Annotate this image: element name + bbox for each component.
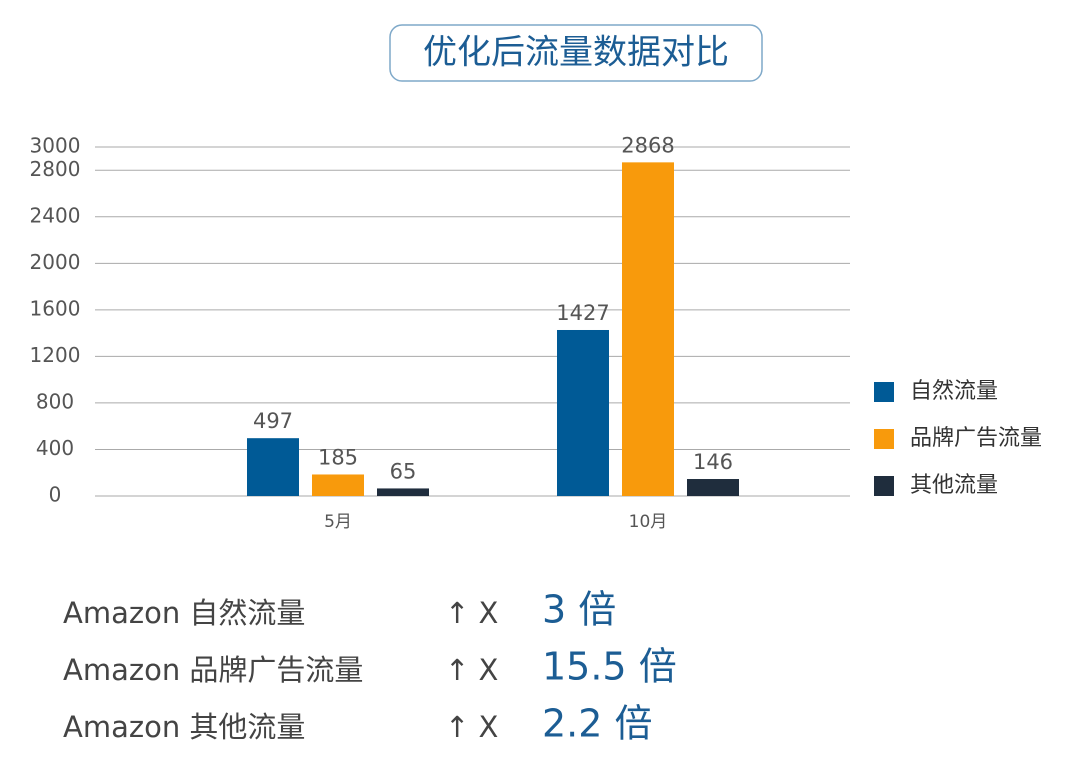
data-label: 65	[390, 459, 417, 483]
data-label: 1427	[556, 301, 609, 325]
y-tick-label: 2000	[30, 250, 81, 274]
summary-multiplier: 2.2 倍	[542, 702, 653, 746]
legend-swatch	[874, 476, 894, 496]
bar	[687, 479, 739, 496]
legend-swatch	[874, 429, 894, 449]
data-label: 146	[693, 450, 733, 474]
title-box	[389, 24, 763, 82]
y-tick-label: 0	[49, 483, 62, 507]
y-tick-label: 1200	[30, 343, 81, 367]
chart-title: 优化后流量数据对比	[423, 33, 729, 73]
x-tick-label: 5月	[324, 512, 352, 532]
summary-symbol: ↑ X	[445, 596, 498, 630]
data-label: 185	[318, 445, 358, 469]
legend-label: 品牌广告流量	[910, 426, 1042, 451]
y-tick-label: 800	[36, 389, 74, 413]
summary-symbol: ↑ X	[445, 710, 498, 744]
y-tick-label: 3000	[30, 134, 81, 158]
summary-multiplier: 15.5 倍	[542, 645, 677, 689]
summary-symbol: ↑ X	[445, 653, 498, 687]
legend-label: 其他流量	[910, 473, 998, 498]
bar	[377, 488, 429, 496]
bar	[247, 438, 299, 496]
bar	[622, 162, 674, 496]
data-label: 497	[253, 409, 293, 433]
y-tick-label: 2800	[30, 157, 81, 181]
summary-label: Amazon 品牌广告流量	[63, 653, 363, 687]
y-tick-label: 2400	[30, 203, 81, 227]
data-label: 2868	[621, 133, 674, 157]
bar	[312, 474, 364, 496]
summary-label: Amazon 其他流量	[63, 710, 305, 744]
bar	[557, 329, 609, 496]
y-tick-label: 1600	[30, 296, 81, 320]
summary-multiplier: 3 倍	[542, 588, 616, 632]
summary-label: Amazon 自然流量	[63, 596, 305, 630]
legend-label: 自然流量	[910, 379, 998, 404]
legend-swatch	[874, 382, 894, 402]
y-tick-label: 400	[36, 436, 74, 460]
x-tick-label: 10月	[629, 512, 668, 532]
